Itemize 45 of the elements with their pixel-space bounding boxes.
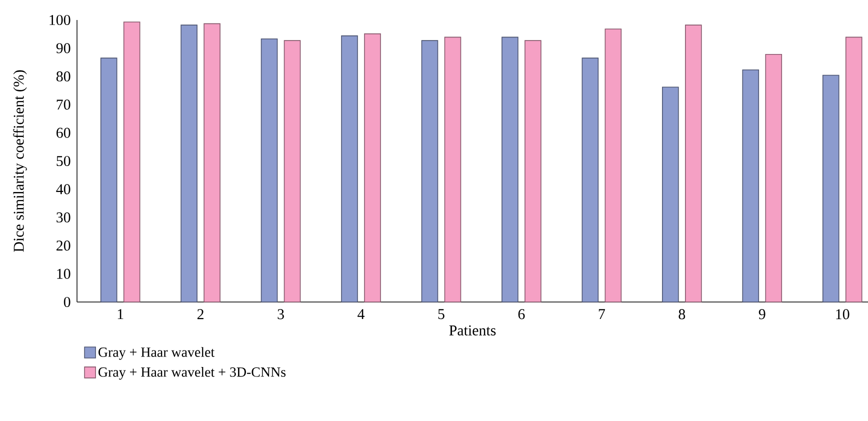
- y-tick-label: 0: [64, 296, 70, 308]
- x-tick-label: 8: [678, 309, 686, 320]
- bar: [604, 28, 622, 302]
- x-tick-label: 10: [836, 309, 850, 320]
- y-tick-label: 10: [57, 268, 70, 279]
- bar: [502, 36, 518, 302]
- x-axis-title: Patients: [449, 325, 496, 336]
- x-tick-label: 2: [197, 309, 204, 320]
- bar: [204, 23, 220, 302]
- y-tick-label: 80: [56, 71, 70, 82]
- legend-label: Gray + Haar wavelet: [98, 347, 215, 360]
- x-tick-label: 6: [518, 309, 525, 320]
- bar: [341, 35, 358, 302]
- bar: [284, 40, 301, 302]
- x-tick-label: 7: [598, 309, 605, 319]
- bar: [822, 74, 840, 302]
- bar: [524, 40, 542, 302]
- y-tick-label: 50: [56, 156, 70, 166]
- bar: [100, 58, 118, 302]
- y-tick-label: 90: [56, 43, 70, 54]
- bar: [742, 70, 760, 302]
- x-tick-label: 3: [278, 309, 284, 320]
- x-tick-label: 4: [358, 309, 364, 320]
- bar: [180, 24, 198, 302]
- y-tick-label: 20: [56, 240, 70, 251]
- bar: [364, 33, 381, 302]
- x-tick-label: 9: [758, 309, 766, 320]
- y-axis-title: Dice similarity coefficient (%): [13, 70, 27, 252]
- bar: [685, 24, 702, 302]
- x-tick-label: 5: [438, 309, 444, 320]
- y-tick-label: 100: [50, 14, 70, 26]
- bar: [260, 38, 278, 302]
- bar: [662, 86, 679, 302]
- bar: [123, 22, 140, 302]
- x-tick-label: 1: [118, 309, 124, 320]
- bar: [765, 54, 782, 302]
- bar: [845, 36, 862, 302]
- bar: [444, 36, 462, 302]
- legend-label: Gray + Haar wavelet + 3D-CNNs: [98, 366, 286, 380]
- y-tick-label: 60: [56, 128, 70, 138]
- bar: [582, 58, 599, 302]
- y-tick-label: 70: [56, 100, 70, 110]
- y-tick-label: 40: [56, 184, 70, 194]
- bar: [421, 40, 438, 302]
- y-tick-label: 30: [56, 212, 70, 222]
